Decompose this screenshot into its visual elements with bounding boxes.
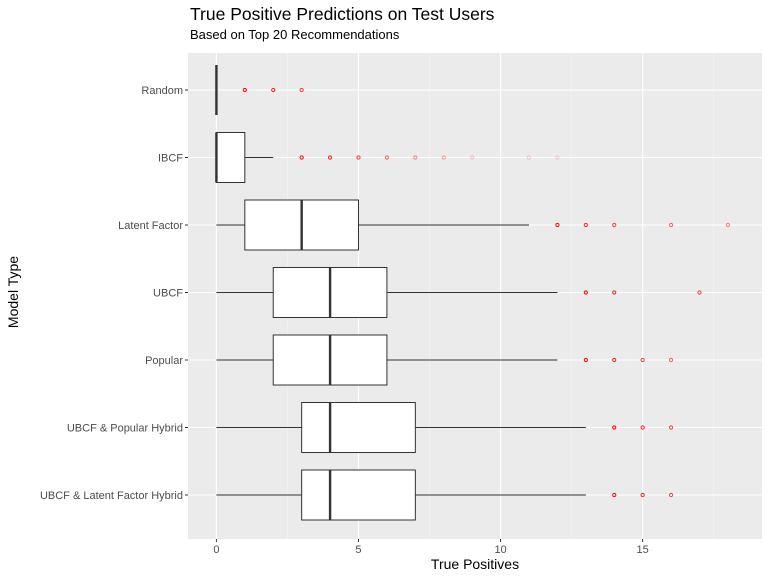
chart-title: True Positive Predictions on Test Users: [190, 4, 495, 24]
chart-subtitle: Based on Top 20 Recommendations: [190, 27, 400, 42]
outlier-point: [583, 290, 588, 295]
outlier-point: [612, 290, 617, 295]
x-tick-label: 10: [494, 544, 506, 556]
y-tick-label: IBCF: [158, 153, 183, 165]
box-group: [216, 199, 731, 251]
y-tick-label: Popular: [145, 355, 183, 367]
outlier-point: [327, 155, 333, 160]
y-tick-label: Latent Factor: [118, 220, 183, 232]
outlier-point: [612, 222, 617, 228]
outlier-point: [583, 357, 588, 363]
outlier-point: [612, 425, 617, 430]
y-tick-label: UBCF & Popular Hybrid: [67, 423, 183, 435]
boxes-layer: [215, 65, 731, 521]
box-group: [215, 65, 304, 115]
outlier-point: [668, 357, 674, 363]
outlier-point: [413, 155, 418, 160]
outlier-point: [242, 87, 247, 93]
box-rect: [215, 132, 246, 183]
outlier-point: [526, 155, 532, 160]
outlier-point: [725, 222, 731, 228]
box-rect: [301, 469, 416, 521]
y-axis-title: Model Type: [5, 256, 21, 328]
outlier-point: [640, 492, 645, 498]
x-tick-label: 5: [355, 544, 361, 556]
outlier-point: [697, 290, 702, 295]
x-tick-label: 0: [213, 544, 219, 556]
box-group: [216, 402, 674, 453]
outlier-point: [299, 155, 304, 160]
x-tick-label: 15: [637, 544, 649, 556]
y-tick-label: Random: [141, 85, 183, 97]
outlier-point: [441, 155, 446, 160]
outlier-point: [668, 425, 674, 430]
outlier-point: [555, 155, 560, 160]
x-axis: 0 5 10 15: [213, 539, 649, 556]
outlier-point: [271, 87, 276, 93]
y-tick-label: UBCF: [153, 288, 183, 300]
box-group: [215, 132, 560, 183]
outlier-point: [612, 492, 617, 498]
outlier-point: [583, 222, 588, 228]
outlier-point: [640, 425, 645, 430]
box-group: [216, 469, 674, 521]
outlier-point: [470, 155, 475, 160]
outlier-point: [612, 357, 617, 363]
box-group: [216, 267, 702, 318]
y-axis: Random IBCF Latent Factor UBCF Popular UBCF &…: [40, 85, 188, 502]
box-group: [216, 334, 674, 386]
outlier-point: [668, 492, 674, 498]
outlier-point: [668, 222, 674, 228]
box-rect: [301, 402, 416, 453]
outlier-point: [555, 222, 560, 228]
outlier-point: [384, 155, 390, 160]
x-axis-title: True Positives: [431, 556, 519, 572]
outlier-point: [356, 155, 361, 160]
outlier-point: [299, 87, 304, 93]
outlier-point: [640, 357, 645, 363]
y-tick-label: UBCF & Latent Factor Hybrid: [40, 490, 183, 502]
